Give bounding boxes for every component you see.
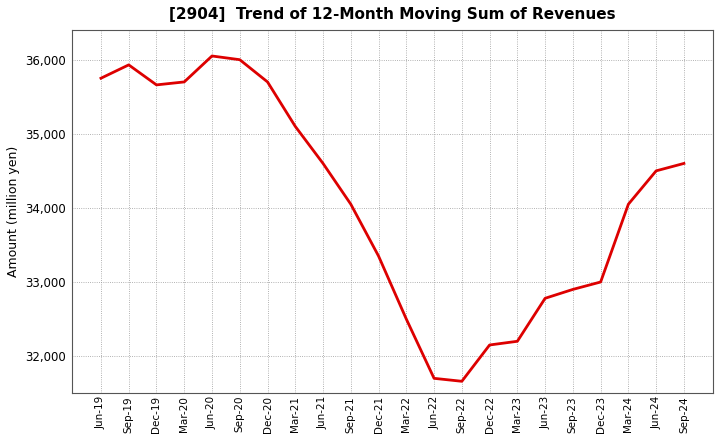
Y-axis label: Amount (million yen): Amount (million yen) <box>7 146 20 277</box>
Title: [2904]  Trend of 12-Month Moving Sum of Revenues: [2904] Trend of 12-Month Moving Sum of R… <box>169 7 616 22</box>
